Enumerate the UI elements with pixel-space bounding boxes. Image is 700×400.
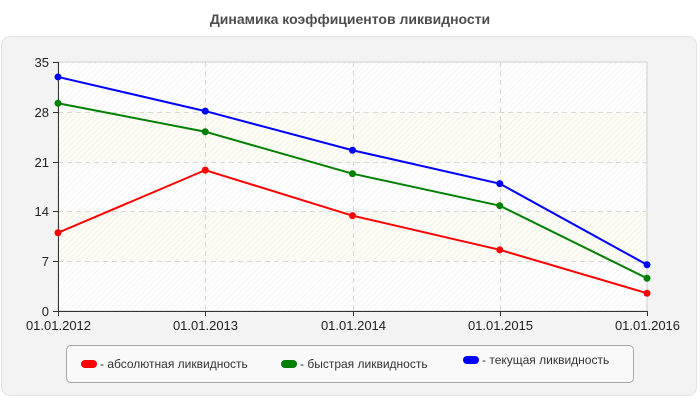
svg-text:01.01.2015: 01.01.2015 <box>468 318 533 333</box>
legend-swatch-green <box>281 360 297 368</box>
legend: - абсолютная ликвидность - быстрая ликви… <box>66 345 634 383</box>
series-lines <box>54 73 651 297</box>
chart-title: Динамика коэффициентов ликвидности <box>209 11 491 27</box>
legend-label: - абсолютная ликвидность <box>100 357 248 371</box>
svg-text:7: 7 <box>42 254 49 269</box>
legend-item-quick[interactable]: - быстрая ликвидность <box>281 346 428 382</box>
plot-background <box>57 61 648 312</box>
line-chart: 0 7 14 21 28 35 01.01.2012 01.01.2013 01.01.2014… <box>26 55 680 333</box>
legend-label: - текущая ликвидность <box>482 353 610 367</box>
legend-swatch-red <box>81 360 97 368</box>
svg-text:14: 14 <box>35 204 49 219</box>
svg-text:01.01.2012: 01.01.2012 <box>26 318 91 333</box>
svg-text:01.01.2014: 01.01.2014 <box>321 318 386 333</box>
legend-item-absolute[interactable]: - абсолютная ликвидность <box>81 346 248 382</box>
svg-text:01.01.2016: 01.01.2016 <box>615 318 680 333</box>
svg-text:01.01.2013: 01.01.2013 <box>173 318 238 333</box>
svg-text:35: 35 <box>35 55 49 70</box>
svg-text:21: 21 <box>35 155 49 170</box>
svg-text:0: 0 <box>42 304 49 319</box>
axes: 0 7 14 21 28 35 01.01.2012 01.01.2013 01.01.2014… <box>26 55 680 333</box>
legend-item-current[interactable]: - текущая ликвидность <box>463 342 609 378</box>
legend-label: - быстрая ликвидность <box>300 357 428 371</box>
legend-swatch-blue <box>463 356 479 364</box>
svg-text:28: 28 <box>35 105 49 120</box>
